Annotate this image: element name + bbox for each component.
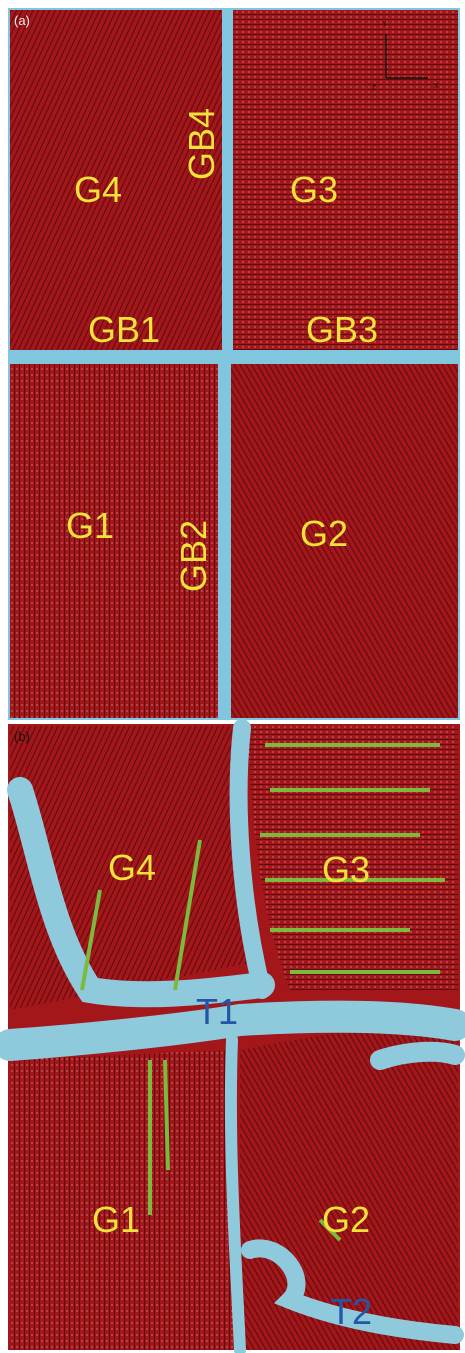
panel-b: (b) G4 G3 G1 G2 T1 T2 (8, 724, 460, 1350)
boundary-label: GB3 (306, 309, 378, 350)
grain-label: G1 (92, 1199, 140, 1240)
grain-label: G4 (74, 169, 122, 210)
axis-label: Z (372, 85, 377, 92)
axis-label: X (434, 83, 439, 90)
twin-label: T2 (330, 1291, 372, 1332)
figure: Y X Z (a) G4 G3 G1 G2 GB4 GB1 GB3 GB2 (b… (0, 0, 465, 1353)
panel-label: (b) (14, 729, 30, 744)
twin-label: T1 (196, 991, 238, 1032)
panel-label: (a) (14, 13, 30, 28)
grain-label: G2 (322, 1199, 370, 1240)
grain-label: G3 (290, 169, 338, 210)
grain-label: G4 (108, 847, 156, 888)
boundary-label: GB1 (88, 309, 160, 350)
grain-label: G1 (66, 505, 114, 546)
grain (233, 10, 458, 350)
grain-label: G2 (300, 513, 348, 554)
boundary-label: GB4 (181, 108, 222, 180)
axis-label: Y (382, 21, 387, 28)
panel-a: Y X Z (a) G4 G3 G1 G2 GB4 GB1 GB3 GB2 (8, 8, 460, 720)
boundary-label: GB2 (173, 520, 214, 592)
grain-label: G3 (322, 849, 370, 890)
